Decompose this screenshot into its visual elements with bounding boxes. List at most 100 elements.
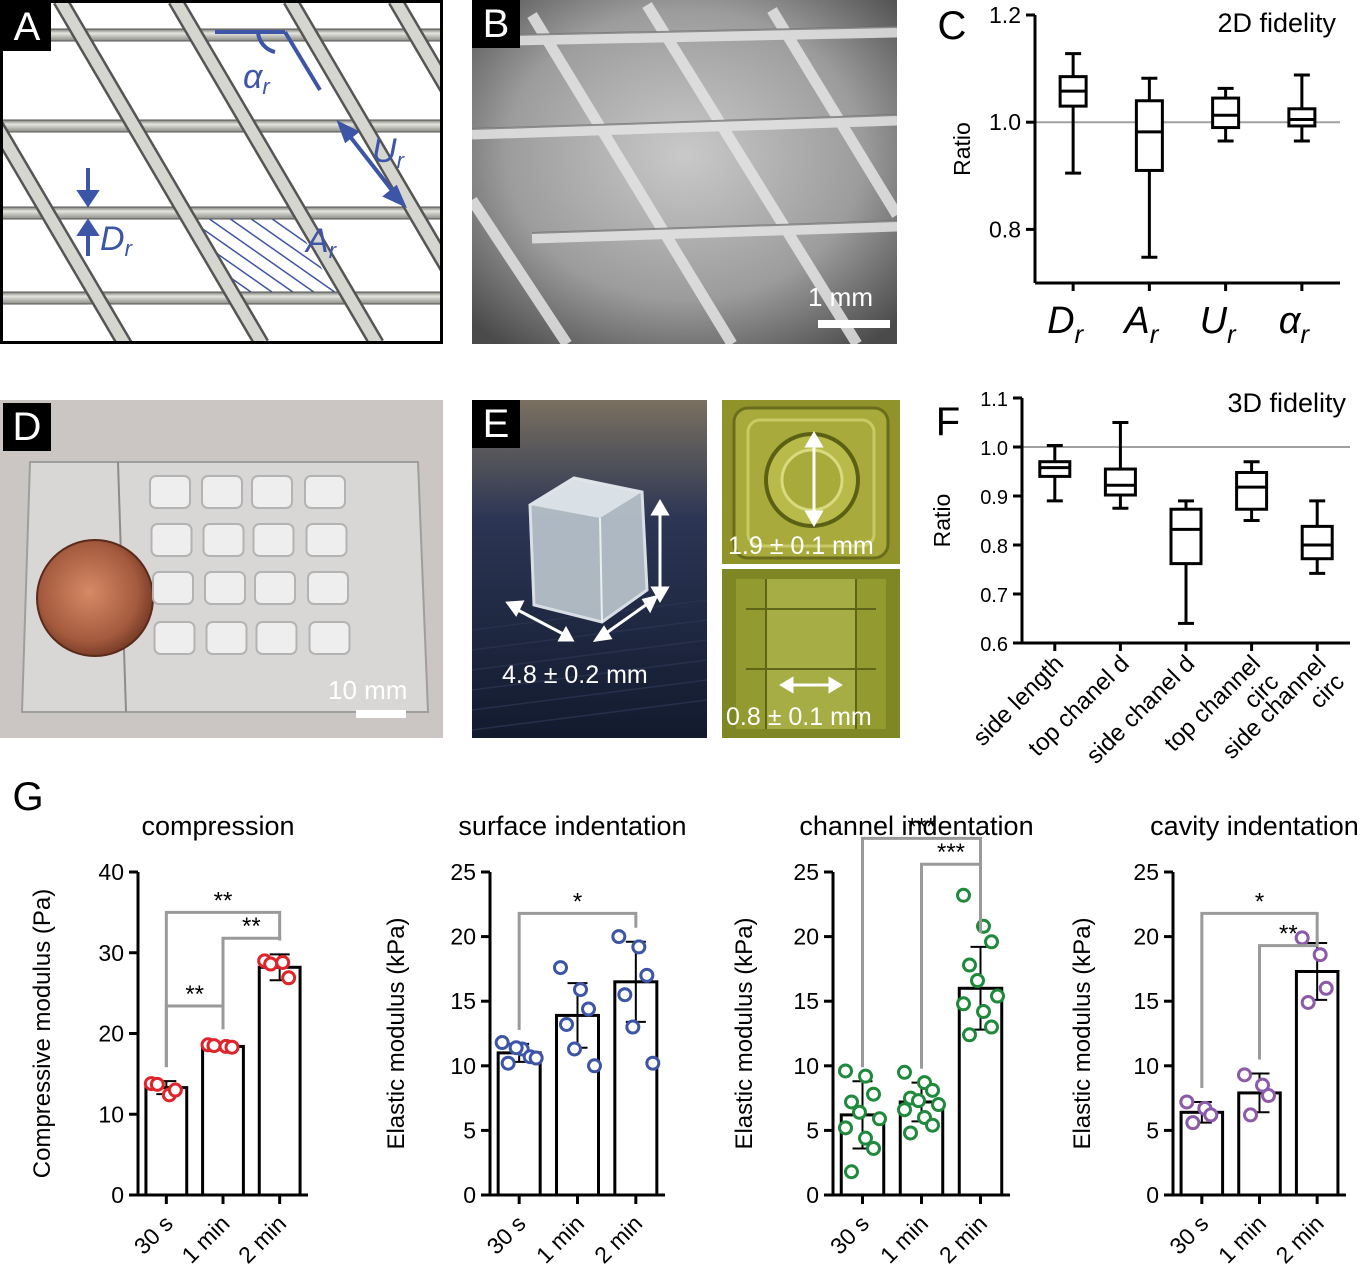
y-tick-label: 20 (450, 924, 476, 950)
panel-label: C (937, 4, 967, 48)
d-symbol: Dr (100, 220, 134, 261)
y-tick-label: 20 (1133, 924, 1159, 950)
data-point (281, 970, 297, 986)
data-point (581, 1001, 596, 1017)
x-tick-label: 30 s (1164, 1210, 1213, 1259)
data-point (962, 957, 977, 973)
diameter-arrow (804, 431, 824, 527)
panel-d-photo: D 10 mm (0, 400, 443, 738)
box-plot-2d: 2D fidelity 0.8 1.0 1.2 Ratio Dr Ar Ur αr (949, 2, 1340, 349)
y-tick-label: 10 (793, 1053, 819, 1079)
u-arrow (336, 119, 407, 209)
data-point (573, 982, 588, 998)
data-point (897, 1064, 912, 1080)
x-tick-label: 1 min (176, 1210, 234, 1268)
data-point (852, 1104, 867, 1120)
y-tick-label: 15 (793, 988, 819, 1014)
data-point (956, 996, 971, 1012)
a-symbol: Ar (304, 222, 338, 263)
printed-cube (149, 475, 191, 509)
dimension-arrows (505, 499, 670, 642)
y-axis-label: Ratio (949, 122, 975, 176)
printed-cube (204, 571, 246, 605)
x-tick-label: Ur (1200, 300, 1237, 349)
x-tick-label: 2 min (934, 1210, 992, 1268)
printed-cube (304, 475, 346, 509)
x-tick-label: 30 s (825, 1210, 874, 1259)
y-tick-label: 5 (463, 1117, 476, 1143)
bar-chart-0: compression 0 10 20 30 40 Compressive modulus … (29, 811, 308, 1268)
y-axis-label: Ratio (930, 494, 955, 548)
data-point (263, 956, 279, 972)
data-point (1185, 1115, 1201, 1131)
significance-label: * (573, 888, 582, 915)
data-point (559, 1016, 574, 1032)
panel-label: F (935, 400, 961, 444)
x-tick-label: Ar (1122, 300, 1159, 349)
data-point (275, 954, 291, 970)
chart-title: channel indentation (799, 811, 1033, 841)
data-point (1294, 930, 1310, 946)
scale-bar-label: 10 mm (328, 675, 408, 705)
data-point (1318, 980, 1334, 996)
y-tick-label: 25 (450, 859, 476, 885)
panel-label: B (472, 0, 520, 48)
grid-schematic: αr Ur Dr Ar (0, 0, 443, 344)
y-axis-label: Elastic modulus (kPa) (1069, 917, 1096, 1149)
bar-chart-2: channel indentation 0 5 10 15 20 25 Elastic mod… (731, 811, 1034, 1268)
panel-c-2d-fidelity: C 2D fidelity 0.8 1.0 1.2 Ratio Dr Ar Ur αr (930, 0, 1367, 370)
y-tick-label: 1.0 (989, 109, 1021, 135)
data-point (984, 934, 999, 950)
data-point (494, 1035, 510, 1051)
y-tick-label: 0.9 (980, 487, 1008, 509)
data-point (617, 987, 633, 1003)
width-arrow (779, 676, 843, 694)
panel-e-cube-photo: E 4.8 ± 0.2 mm (472, 400, 707, 738)
chart-title: 2D fidelity (1217, 8, 1336, 38)
data-point (645, 1055, 661, 1071)
x-tick-label: 2 min (1271, 1210, 1329, 1268)
angle-marker (215, 30, 322, 92)
significance-label: * (1255, 888, 1264, 915)
top-channel-micrograph (722, 400, 900, 564)
significance-bracket (164, 910, 282, 1068)
data-point (866, 1086, 881, 1102)
scale-bar-label: 1 mm (808, 282, 873, 312)
chart-title: 3D fidelity (1227, 388, 1346, 418)
significance-label: *** (907, 813, 935, 840)
bar (144, 1086, 189, 1197)
data-point (984, 1019, 999, 1035)
y-tick-label: 0.7 (980, 585, 1008, 607)
panel-label: G (12, 775, 44, 819)
diagonal-rods (3, 3, 440, 341)
chart-title: cavity indentation (1150, 811, 1359, 841)
y-axis-label: Elastic modulus (kPa) (731, 917, 758, 1149)
printed-cube (254, 571, 296, 605)
printed-cube (202, 523, 245, 557)
data-point (567, 1041, 582, 1057)
panel-label: E (472, 400, 520, 448)
significance-bracket (1200, 911, 1319, 1088)
top-channel-measurement: 1.9 ± 0.1 mm (728, 532, 874, 560)
y-tick-label: 0.8 (989, 216, 1021, 242)
box (1211, 96, 1241, 130)
y-axis-label: Compressive modulus (Pa) (29, 889, 56, 1178)
data-point (962, 1027, 977, 1043)
significance-label: ** (214, 887, 233, 914)
cube-photo (472, 400, 707, 738)
data-point (858, 1130, 873, 1146)
y-tick-label: 10 (98, 1101, 124, 1127)
y-tick-label: 25 (793, 859, 819, 885)
data-point (931, 1097, 946, 1113)
y-tick-label: 0 (111, 1182, 124, 1208)
y-tick-label: 25 (1133, 859, 1159, 885)
y-tick-label: 20 (98, 1021, 124, 1047)
panel-a-schematic: αr Ur Dr Ar A (0, 0, 443, 344)
data-point (925, 1117, 940, 1133)
panel-label: A (3, 3, 51, 51)
significance-label: ** (1279, 921, 1298, 948)
data-point (903, 1125, 918, 1141)
x-tick-label: 1 min (1213, 1210, 1271, 1268)
box (1235, 470, 1269, 511)
